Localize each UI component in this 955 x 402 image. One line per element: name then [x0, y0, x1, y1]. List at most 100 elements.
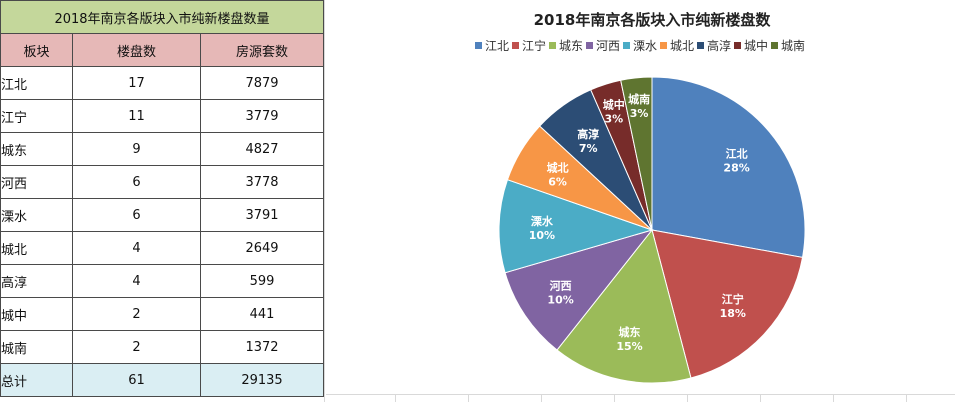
legend-label: 城东 [559, 39, 583, 53]
legend-swatch [512, 42, 519, 49]
sheet-gridline [395, 394, 396, 402]
slice-percent-label: 18% [720, 307, 746, 320]
projects-cell: 6 [72, 165, 201, 199]
units-cell: 3778 [200, 165, 324, 199]
table-row: 城北 4 2649 [0, 231, 324, 265]
slice-name-label: 城南 [628, 92, 650, 106]
region-cell: 高淳 [0, 264, 73, 298]
table-row: 江宁 11 3779 [0, 99, 324, 133]
pie-chart: 2018年南京各版块入市纯新楼盘数 江北 江宁 城东 河西 溧水 城北 高淳 城中 城南 江北 2… [326, 0, 955, 402]
sheet-gridline [906, 394, 907, 402]
pie-slice-4 [504, 229, 654, 351]
units-cell: 4827 [200, 132, 324, 166]
region-cell: 河西 [0, 165, 73, 199]
region-cell: 江北 [0, 66, 73, 100]
slice-percent-label: 3% [630, 107, 649, 120]
region-cell: 城北 [0, 231, 73, 265]
units-cell: 441 [200, 297, 324, 331]
pie-slices [498, 76, 806, 384]
sheet-gridline [614, 394, 615, 402]
units-cell: 1372 [200, 330, 324, 364]
legend-label: 高淳 [707, 38, 731, 53]
legend-swatch [734, 42, 741, 49]
legend-label: 江北 [485, 39, 509, 53]
header-projects: 楼盘数 [72, 33, 201, 67]
units-cell: 3791 [200, 198, 324, 232]
table-row: 溧水 6 3791 [0, 198, 324, 232]
table-row: 河西 6 3778 [0, 165, 324, 199]
pie-slice-2 [651, 229, 804, 379]
projects-cell: 11 [72, 99, 201, 133]
header-units: 房源套数 [200, 33, 324, 67]
legend-swatch [586, 42, 593, 49]
region-cell: 溧水 [0, 198, 73, 232]
legend-swatch [697, 42, 704, 49]
slice-percent-label: 10% [547, 294, 573, 307]
table-row: 高淳 4 599 [0, 264, 324, 298]
units-cell: 599 [200, 264, 324, 298]
pie-chart-svg: 2018年南京各版块入市纯新楼盘数 江北 江宁 城东 河西 溧水 城北 高淳 城中 城南 江北2… [475, 11, 806, 384]
legend-label: 城南 [781, 38, 805, 53]
table-title: 2018年南京各版块入市纯新楼盘数量 [0, 0, 324, 34]
chart-divider [324, 0, 325, 402]
projects-cell: 17 [72, 66, 201, 100]
slice-percent-label: 28% [723, 161, 749, 174]
slice-name-label: 高淳 [577, 127, 599, 141]
region-cell: 城中 [0, 297, 73, 331]
legend-label: 溧水 [633, 39, 657, 53]
projects-cell: 4 [72, 231, 201, 265]
region-cell: 江宁 [0, 99, 73, 133]
region-cell: 城南 [0, 330, 73, 364]
legend-label: 城北 [670, 39, 694, 53]
projects-cell: 6 [72, 198, 201, 232]
slice-name-label: 城北 [547, 160, 569, 174]
table-row: 城中 2 441 [0, 297, 324, 331]
sheet-gridline [833, 394, 834, 402]
header-region: 板块 [0, 33, 73, 67]
legend-swatch [549, 42, 556, 49]
projects-cell: 2 [72, 330, 201, 364]
slice-percent-label: 10% [529, 229, 555, 242]
slice-name-label: 河西 [550, 279, 572, 293]
slice-name-label: 溧水 [531, 214, 554, 228]
table-row: 江北 17 7879 [0, 66, 324, 100]
pie-labels: 江北28%江宁18%城东15%河西10%溧水10%城北6%高淳7%城中3%城南3… [529, 92, 750, 353]
legend-swatch [771, 42, 778, 49]
table-row: 城东 9 4827 [0, 132, 324, 166]
legend-swatch [475, 42, 482, 49]
slice-percent-label: 6% [548, 175, 567, 188]
projects-cell: 9 [72, 132, 201, 166]
table-title-row: 2018年南京各版块入市纯新楼盘数量 [0, 0, 324, 34]
table-total-row: 总计 61 29135 [0, 363, 324, 397]
sheet-gridline [760, 394, 761, 402]
pie-slice-5 [498, 179, 654, 274]
slice-name-label: 江北 [726, 146, 748, 160]
units-cell: 3779 [200, 99, 324, 133]
legend-swatch [623, 42, 630, 49]
slice-name-label: 城东 [619, 325, 641, 339]
sheet-gridline [326, 394, 955, 395]
table-header-row: 板块 楼盘数 房源套数 [0, 33, 324, 67]
total-units-cell: 29135 [200, 363, 324, 397]
legend-label: 江宁 [522, 38, 546, 53]
units-cell: 2649 [200, 231, 324, 265]
slice-name-label: 江宁 [722, 292, 744, 306]
pie-slice-9 [620, 76, 653, 231]
legend: 江北 江宁 城东 河西 溧水 城北 高淳 城中 城南 [475, 38, 805, 53]
sheet-gridline [541, 394, 542, 402]
region-cell: 城东 [0, 132, 73, 166]
chart-title: 2018年南京各版块入市纯新楼盘数 [534, 11, 772, 29]
projects-cell: 2 [72, 297, 201, 331]
pie-slice-3 [556, 228, 692, 384]
slice-percent-label: 15% [616, 340, 642, 353]
table-row: 城南 2 1372 [0, 330, 324, 364]
legend-swatch [660, 42, 667, 49]
slice-percent-label: 3% [604, 113, 623, 126]
sheet-gridline [687, 394, 688, 402]
legend-label: 城中 [744, 38, 768, 53]
slice-percent-label: 7% [579, 142, 598, 155]
slice-name-label: 城中 [603, 98, 625, 112]
data-table: 2018年南京各版块入市纯新楼盘数量 板块 楼盘数 房源套数 江北 17 7879 江… [0, 0, 324, 397]
total-label-cell: 总计 [0, 363, 73, 397]
projects-cell: 4 [72, 264, 201, 298]
